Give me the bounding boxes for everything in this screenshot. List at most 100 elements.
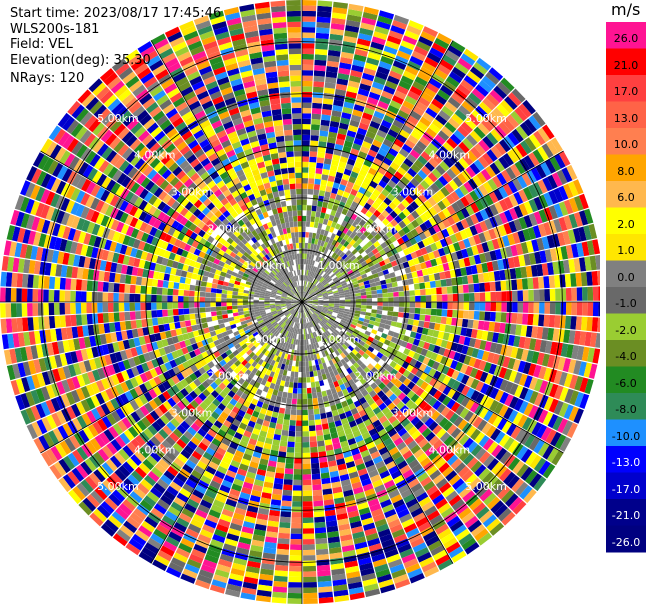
velocity-gate: [307, 393, 313, 399]
velocity-gate: [526, 169, 537, 184]
velocity-gate: [378, 192, 387, 202]
velocity-gate: [307, 288, 312, 294]
velocity-gate: [444, 270, 451, 279]
velocity-gate: [485, 475, 499, 489]
velocity-gate: [562, 420, 573, 436]
velocity-gate: [499, 391, 509, 404]
velocity-gate: [331, 110, 342, 118]
velocity-gate: [368, 206, 377, 214]
velocity-gate: [441, 126, 453, 138]
velocity-gate: [402, 469, 414, 479]
velocity-gate: [436, 403, 446, 414]
velocity-gate: [473, 311, 480, 320]
velocity-gate: [317, 570, 331, 577]
velocity-gate: [528, 152, 540, 167]
velocity-gate: [188, 308, 195, 314]
velocity-gate: [366, 356, 374, 364]
velocity-gate: [432, 424, 443, 435]
velocity-gate: [413, 448, 425, 459]
velocity-gate: [365, 312, 372, 317]
velocity-gate: [424, 505, 438, 517]
velocity-gate: [476, 263, 483, 274]
velocity-gate: [342, 315, 349, 320]
velocity-gate: [358, 247, 365, 255]
velocity-gate: [304, 286, 307, 292]
velocity-gate: [307, 281, 310, 287]
velocity-gate: [207, 321, 214, 328]
velocity-gate: [436, 443, 447, 454]
velocity-gate: [322, 272, 328, 278]
velocity-gate: [385, 40, 400, 50]
velocity-gate: [468, 113, 481, 126]
velocity-gate: [313, 189, 320, 196]
velocity-gate: [394, 455, 405, 466]
velocity-gate: [559, 436, 572, 452]
velocity-gate: [344, 96, 356, 104]
velocity-gate: [317, 295, 323, 298]
velocity-gate: [355, 302, 362, 305]
velocity-gate: [342, 369, 349, 377]
velocity-gate: [448, 71, 463, 84]
velocity-gate: [463, 75, 478, 88]
velocity-gate: [428, 421, 439, 432]
velocity-gate: [334, 298, 340, 301]
velocity-gate: [43, 316, 50, 330]
velocity-gate: [509, 324, 517, 335]
velocity-gate: [314, 325, 319, 331]
velocity-gate: [425, 288, 432, 295]
velocity-gate: [305, 286, 309, 293]
velocity-gate: [504, 323, 512, 334]
velocity-gate: [327, 136, 337, 144]
velocity-gate: [490, 500, 505, 514]
velocity-gate: [338, 161, 347, 169]
velocity-gate: [303, 539, 315, 545]
velocity-gate: [340, 260, 346, 266]
velocity-gate: [410, 416, 421, 426]
velocity-gate: [317, 250, 322, 257]
velocity-gate: [423, 87, 437, 98]
velocity-gate: [468, 337, 477, 348]
velocity-gate: [390, 124, 401, 134]
velocity-gate: [592, 348, 600, 364]
velocity-gate: [425, 107, 438, 119]
velocity-gate: [517, 302, 524, 313]
velocity-gate: [414, 76, 428, 87]
velocity-gate: [348, 345, 355, 352]
velocity-gate: [339, 330, 346, 336]
velocity-gate: [369, 180, 378, 189]
velocity-gate: [357, 278, 364, 284]
velocity-gate: [504, 209, 514, 222]
velocity-gate: [587, 286, 594, 301]
velocity-gate: [411, 384, 420, 394]
velocity-gate: [534, 251, 542, 264]
velocity-gate: [340, 117, 351, 125]
velocity-gate: [410, 163, 421, 174]
velocity-gate: [467, 319, 474, 329]
velocity-gate: [302, 167, 309, 173]
velocity-gate: [360, 308, 367, 312]
velocity-gate: [425, 295, 432, 302]
velocity-gate: [350, 323, 357, 329]
velocity-gate: [503, 437, 515, 451]
velocity-gate: [436, 302, 443, 309]
velocity-gate: [446, 226, 455, 236]
velocity-gate: [506, 114, 520, 128]
velocity-gate: [350, 69, 363, 78]
velocity-gate: [326, 313, 332, 317]
velocity-gate: [386, 222, 394, 231]
velocity-gate: [350, 342, 357, 349]
velocity-gate: [337, 127, 348, 136]
velocity-gate: [332, 276, 339, 282]
velocity-gate: [560, 288, 567, 301]
velocity-gate: [476, 172, 487, 184]
velocity-gate: [488, 111, 502, 125]
velocity-gate: [473, 126, 486, 139]
velocity-gate: [311, 284, 316, 290]
velocity-gate: [424, 384, 434, 394]
velocity-gate: [377, 293, 383, 298]
velocity-gate: [504, 381, 514, 394]
velocity-gate: [340, 196, 348, 204]
velocity-gate: [340, 51, 354, 60]
velocity-gate: [307, 298, 313, 301]
velocity-gate: [463, 48, 479, 62]
